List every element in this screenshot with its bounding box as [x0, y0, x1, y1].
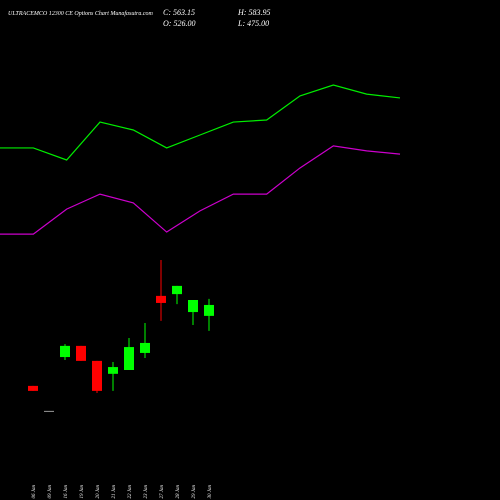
x-tick-label: 27 Jan [160, 485, 165, 499]
indicator-line [0, 84, 401, 161]
x-tick-label: 06 Jan [32, 485, 37, 499]
x-tick-label: 29 Jan [192, 485, 197, 499]
x-tick-label: 22 Jan [128, 485, 133, 499]
candle-body [44, 410, 54, 412]
candle-body [28, 385, 38, 391]
x-tick-label: 21 Jan [112, 485, 117, 499]
close-info: C: 563.15 [163, 8, 195, 17]
candle-body [204, 304, 214, 316]
x-tick-label: 16 Jan [64, 485, 69, 499]
candle-body [108, 367, 118, 374]
candle-body [124, 347, 134, 370]
x-tick-label: 19 Jan [80, 485, 85, 499]
x-tick-label: 23 Jan [144, 485, 149, 499]
candle-body [172, 285, 182, 295]
low-info: L: 475.00 [237, 19, 269, 28]
candle-body [140, 342, 150, 353]
candle-body [156, 295, 166, 303]
candle-body [188, 300, 198, 313]
x-tick-label: 09 Jan [48, 485, 53, 499]
x-tick-label: 20 Jan [96, 485, 101, 499]
candle-body [92, 360, 102, 391]
candle-body [76, 345, 86, 361]
indicator-line [0, 145, 401, 235]
chart-title: ULTRACEMCO 12300 CE Options Chart Munafa… [8, 10, 154, 17]
open-info: O: 526.00 [163, 19, 195, 28]
high-info: H: 583.95 [237, 8, 270, 17]
x-tick-label: 30 Jan [208, 485, 213, 499]
x-tick-label: 28 Jan [176, 485, 181, 499]
candle-body [60, 345, 70, 358]
